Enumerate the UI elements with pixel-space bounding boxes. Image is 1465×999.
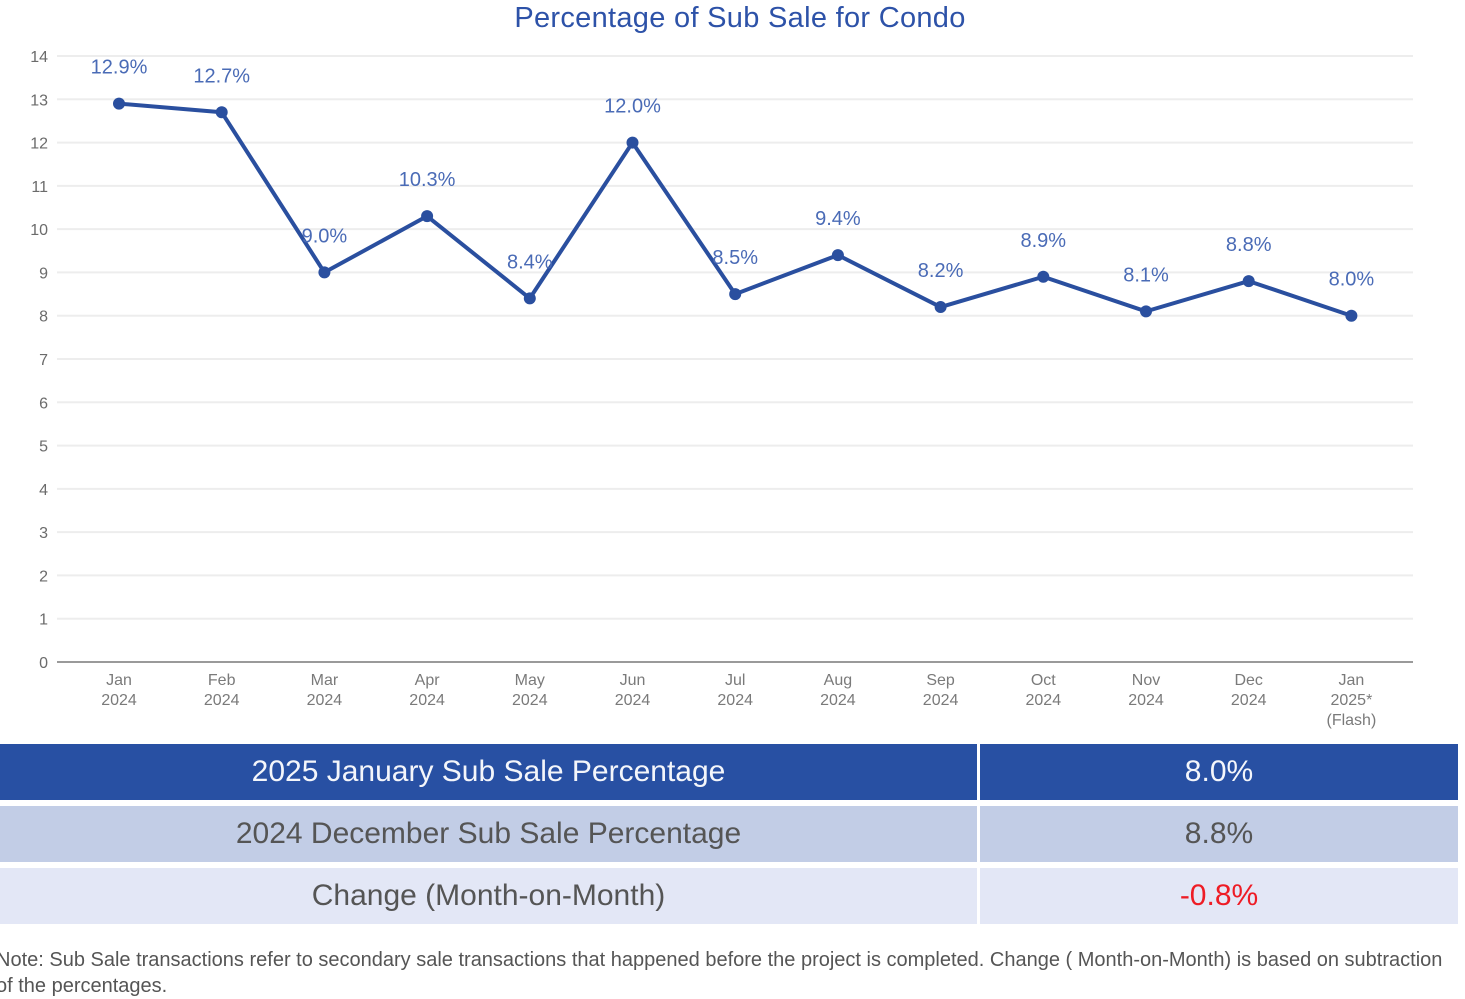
data-label: 8.5% xyxy=(712,247,758,269)
x-tick-label: Aug 2024 xyxy=(820,672,856,709)
x-tick-label: Feb 2024 xyxy=(204,672,240,709)
y-tick-label: 14 xyxy=(30,49,48,66)
y-tick-label: 11 xyxy=(31,179,48,196)
data-label: 9.4% xyxy=(815,208,861,230)
summary-table: 2025 January Sub Sale Percentage 8.0% 20… xyxy=(0,744,1458,930)
summary-label: Change (Month-on-Month) xyxy=(0,868,977,924)
x-tick-label: May 2024 xyxy=(512,672,548,709)
data-point xyxy=(1140,305,1152,318)
data-label: 8.4% xyxy=(507,251,553,273)
footnote: Note: Sub Sale transactions refer to sec… xyxy=(0,949,1443,997)
x-tick-label: Jan 2024 xyxy=(101,672,137,709)
x-tick-label: Sep 2024 xyxy=(923,672,959,709)
y-tick-label: 7 xyxy=(39,352,48,369)
data-label: 8.1% xyxy=(1123,264,1169,286)
data-point xyxy=(113,97,125,110)
chart-title: Percentage of Sub Sale for Condo xyxy=(514,2,966,34)
summary-row-previous: 2024 December Sub Sale Percentage 8.8% xyxy=(0,806,1458,862)
x-tick-label: Jan 2025* (Flash) xyxy=(1327,672,1377,729)
summary-row-current: 2025 January Sub Sale Percentage 8.0% xyxy=(0,744,1458,800)
y-tick-label: 6 xyxy=(39,395,48,412)
y-tick-label: 0 xyxy=(39,655,48,672)
data-point xyxy=(626,136,639,149)
x-tick-label: Jun 2024 xyxy=(615,672,651,709)
x-tick-label: Jul 2024 xyxy=(717,672,753,709)
data-point xyxy=(729,288,742,301)
gridlines xyxy=(57,55,1413,620)
data-point xyxy=(934,301,947,314)
y-tick-label: 2 xyxy=(39,568,48,585)
data-point xyxy=(1037,270,1050,283)
data-labels: 12.9% 12.7% 9.0% 10.3% 8.4% 12.0% 8.5% 9.4% 8.2%… xyxy=(91,57,1375,291)
y-tick-label: 3 xyxy=(39,525,48,542)
data-label: 12.7% xyxy=(193,65,250,87)
summary-row-change: Change (Month-on-Month) -0.8% xyxy=(0,868,1458,924)
data-point xyxy=(1242,275,1255,288)
data-point xyxy=(318,266,331,279)
x-tick-label: Mar 2024 xyxy=(307,672,343,709)
x-axis-ticks: Jan 2024 Feb 2024 Mar 2024 Apr 2024 May 2024 Jun 20… xyxy=(101,672,1376,729)
summary-change-value: -0.8% xyxy=(980,868,1458,924)
data-point xyxy=(831,249,844,262)
data-label: 8.2% xyxy=(918,260,964,282)
y-tick-label: 10 xyxy=(30,222,48,239)
summary-label: 2024 December Sub Sale Percentage xyxy=(0,806,977,862)
data-point xyxy=(523,292,536,305)
data-point xyxy=(1345,309,1358,322)
summary-label: 2025 January Sub Sale Percentage xyxy=(0,744,977,800)
data-label: 10.3% xyxy=(399,169,456,191)
x-tick-label: Dec 2024 xyxy=(1231,672,1267,709)
x-tick-label: Nov 2024 xyxy=(1128,672,1164,709)
y-tick-label: 12 xyxy=(30,136,48,153)
data-point xyxy=(421,210,434,223)
y-tick-label: 1 xyxy=(39,612,48,629)
y-tick-label: 9 xyxy=(39,265,48,282)
y-tick-label: 5 xyxy=(39,439,48,456)
data-point xyxy=(215,106,228,119)
y-tick-label: 8 xyxy=(39,309,48,326)
summary-value: 8.8% xyxy=(980,806,1458,862)
x-tick-label: Oct 2024 xyxy=(1026,672,1062,709)
data-label: 12.0% xyxy=(604,96,661,118)
y-tick-label: 4 xyxy=(39,482,48,499)
summary-value: 8.0% xyxy=(980,744,1458,800)
data-label: 12.9% xyxy=(91,57,148,79)
y-tick-label: 13 xyxy=(30,92,48,109)
data-label: 8.8% xyxy=(1226,234,1272,256)
data-label: 8.9% xyxy=(1021,230,1067,252)
data-label: 8.0% xyxy=(1329,269,1375,291)
x-tick-label: Apr 2024 xyxy=(409,672,445,709)
data-points xyxy=(113,97,1358,322)
data-label: 9.0% xyxy=(302,225,348,247)
